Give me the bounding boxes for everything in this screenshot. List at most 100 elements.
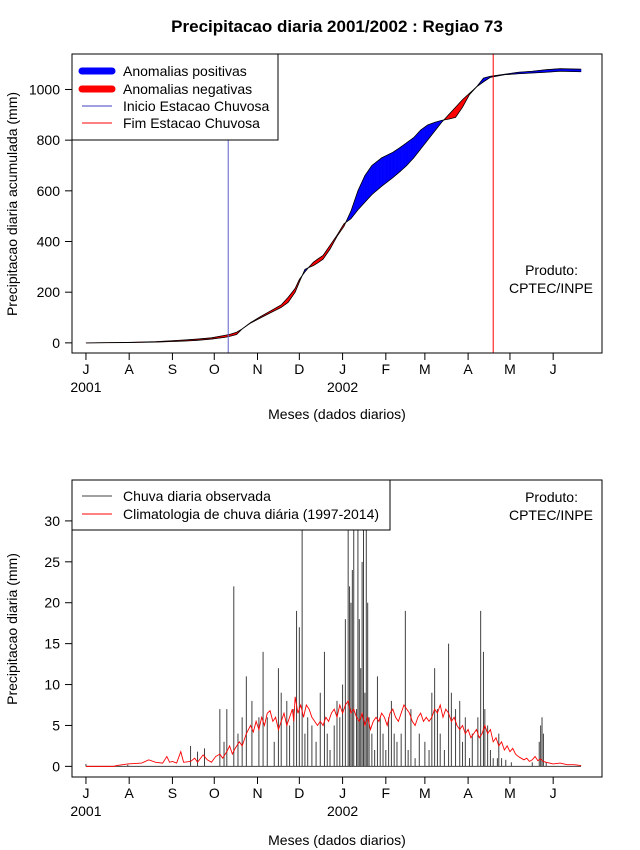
y-tick-label: 25	[44, 554, 60, 570]
positive-anomaly-segment	[392, 151, 395, 179]
positive-anomaly-segment	[371, 163, 374, 196]
x-tick-label: J	[82, 361, 89, 377]
positive-anomaly-segment	[387, 154, 389, 183]
y-tick-label: 0	[52, 335, 60, 351]
y-tick-label: 200	[37, 284, 61, 300]
positive-anomaly-segment	[395, 149, 398, 176]
positive-anomaly-segment	[409, 139, 412, 163]
positive-anomaly-segment	[428, 123, 431, 139]
legend-season-start-label: Inicio Estacao Chuvosa	[123, 98, 270, 114]
x-tick-label: N	[252, 785, 262, 801]
positive-anomaly-segment	[370, 164, 373, 197]
daily-annotation-source: CPTEC/INPE	[509, 507, 593, 523]
positive-anomaly-segment	[374, 161, 377, 193]
positive-anomaly-segment	[416, 132, 419, 155]
legend-negative-label: Anomalias negativas	[123, 81, 252, 97]
observed-cumulative-line	[85, 68, 582, 344]
positive-anomaly-segment	[360, 181, 363, 208]
positive-anomaly-segment	[385, 154, 388, 184]
y-tick-label: 400	[37, 234, 61, 250]
x-tick-label: O	[209, 361, 220, 377]
daily-y-axis: 0 5 10 15 20 25 30	[44, 513, 73, 774]
x-year-label: 2001	[70, 379, 101, 395]
positive-anomaly-segment	[424, 125, 427, 145]
x-tick-label: N	[252, 361, 262, 377]
x-tick-label: J	[550, 785, 557, 801]
x-tick-label: M	[504, 361, 516, 377]
positive-anomaly-segment	[420, 128, 423, 150]
positive-anomaly-segment	[398, 147, 400, 174]
x-year-label: 2001	[70, 803, 101, 819]
y-tick-label: 10	[44, 677, 60, 693]
positive-anomaly-segment	[417, 131, 420, 154]
x-tick-label: A	[125, 361, 135, 377]
y-tick-label: 30	[44, 513, 60, 529]
legend-climatology-label: Climatologia de chuva diária (1997-2014)	[123, 506, 379, 522]
positive-anomaly-segment	[384, 155, 387, 185]
x-tick-label: J	[339, 361, 346, 377]
legend-season-end-label: Fim Estacao Chuvosa	[123, 115, 260, 131]
chart-title: Precipitacao diaria 2001/2002 : Regiao 7…	[171, 17, 503, 36]
cumulative-y-axis: 0 200 400 600 800 1000	[29, 81, 73, 351]
positive-anomaly-segment	[406, 141, 409, 167]
positive-anomaly-segment	[393, 150, 396, 177]
positive-anomaly-segment	[380, 157, 382, 188]
positive-anomaly-segment	[373, 162, 375, 194]
positive-anomaly-segment	[375, 160, 378, 192]
positive-anomaly-segment	[367, 168, 370, 200]
positive-anomaly-segment	[410, 138, 413, 162]
positive-anomaly-segment	[378, 158, 381, 190]
x-tick-label: A	[463, 361, 473, 377]
y-tick-label: 600	[37, 183, 61, 199]
positive-anomaly-segment	[413, 135, 416, 159]
x-tick-label: J	[339, 785, 346, 801]
x-year-label: 2002	[327, 803, 358, 819]
x-tick-label: A	[125, 785, 135, 801]
x-tick-label: D	[294, 361, 304, 377]
positive-anomaly-segment	[382, 156, 385, 186]
positive-anomaly-segment	[368, 166, 371, 199]
x-year-label: 2002	[327, 379, 358, 395]
x-tick-label: F	[382, 785, 391, 801]
x-tick-label: S	[168, 361, 177, 377]
x-tick-label: J	[550, 361, 557, 377]
positive-anomaly-segment	[405, 142, 407, 168]
positive-anomaly-segment	[389, 152, 392, 181]
y-tick-label: 5	[52, 717, 60, 733]
x-tick-label: M	[419, 361, 431, 377]
legend-positive-label: Anomalias positivas	[123, 63, 247, 79]
positive-anomaly-segment	[419, 129, 421, 152]
climatology-cumulative-line	[85, 70, 582, 344]
positive-anomaly-segment	[421, 127, 424, 148]
x-tick-label: J	[82, 785, 89, 801]
positive-anomaly-segment	[423, 126, 426, 147]
x-tick-label: O	[209, 785, 220, 801]
cumulative-x-axis: J A S O N D J F M A M J 2001 2002	[70, 352, 557, 395]
daily-plot-area	[85, 480, 582, 767]
positive-anomaly-segment	[388, 153, 391, 182]
positive-anomaly-segment	[363, 175, 366, 205]
daily-legend: Chuva diaria observada Climatologia de c…	[71, 479, 391, 531]
positive-anomaly-segment	[403, 143, 406, 169]
x-tick-label: M	[504, 785, 516, 801]
x-tick-label: A	[463, 785, 473, 801]
daily-y-axis-label: Precipitacao diaria (mm)	[4, 553, 20, 705]
positive-anomaly-segment	[366, 170, 368, 202]
cumulative-y-axis-label: Precipitacao diaria acumulada (mm)	[4, 92, 20, 316]
x-tick-label: F	[382, 361, 391, 377]
y-tick-label: 20	[44, 595, 60, 611]
x-tick-label: M	[419, 785, 431, 801]
positive-anomaly-segment	[400, 145, 403, 172]
cumulative-annotation-source: CPTEC/INPE	[509, 280, 593, 296]
climatology-daily-line	[85, 696, 582, 767]
y-tick-label: 0	[52, 758, 60, 774]
y-tick-label: 800	[37, 132, 61, 148]
positive-anomaly-segment	[361, 178, 364, 206]
cumulative-plot-area	[85, 54, 582, 353]
positive-anomaly-segment	[414, 134, 417, 157]
x-tick-label: S	[168, 785, 177, 801]
cumulative-legend: Anomalias positivas Anomalias negativas …	[71, 53, 279, 141]
positive-anomaly-segment	[427, 124, 430, 141]
daily-x-axis: J A S O N D J F M A M J 2001 2002	[70, 776, 557, 819]
